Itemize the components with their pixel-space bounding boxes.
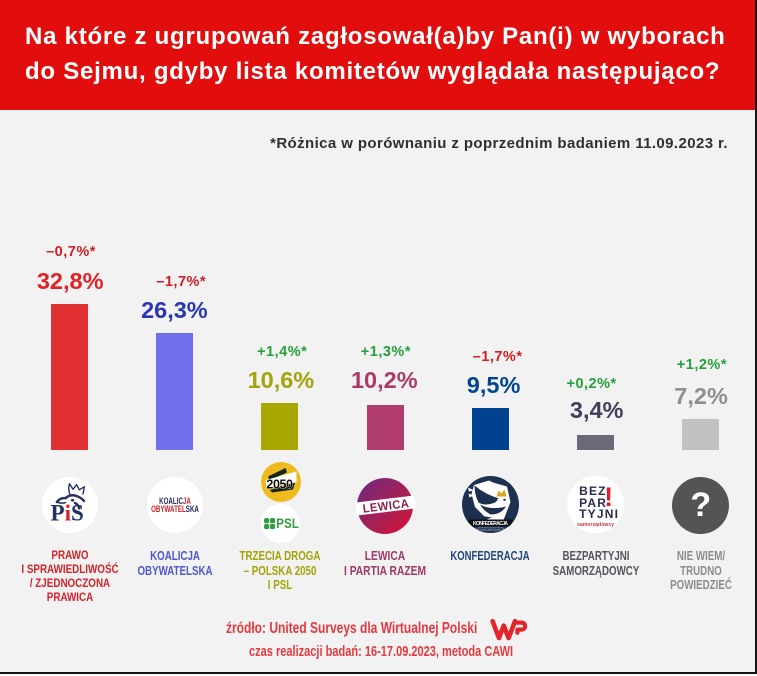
svg-text:2050: 2050 [266, 477, 293, 491]
svg-text:PiS: PiS [50, 500, 83, 525]
svg-text:KONFEDERACJA: KONFEDERACJA [473, 521, 508, 527]
svg-text:PSL: PSL [276, 516, 299, 531]
svg-text:WOLNOŚĆ I NIEPODLEGŁOŚĆ: WOLNOŚĆ I NIEPODLEGŁOŚĆ [476, 528, 506, 531]
